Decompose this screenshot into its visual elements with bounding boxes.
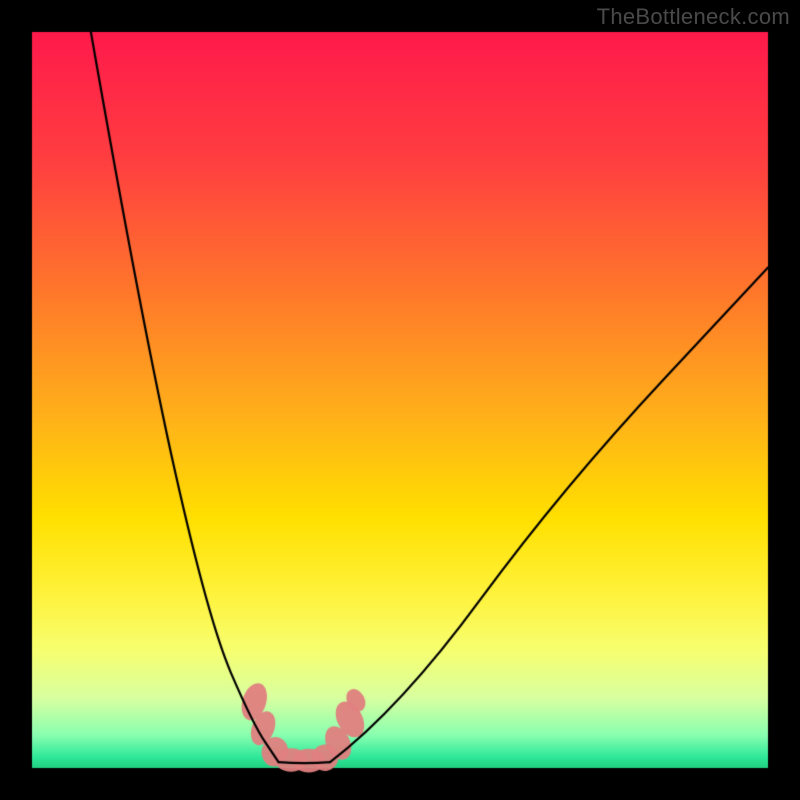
chart-stage: TheBottleneck.com [0, 0, 800, 800]
watermark-label: TheBottleneck.com [597, 4, 790, 30]
bottleneck-chart [0, 0, 800, 800]
